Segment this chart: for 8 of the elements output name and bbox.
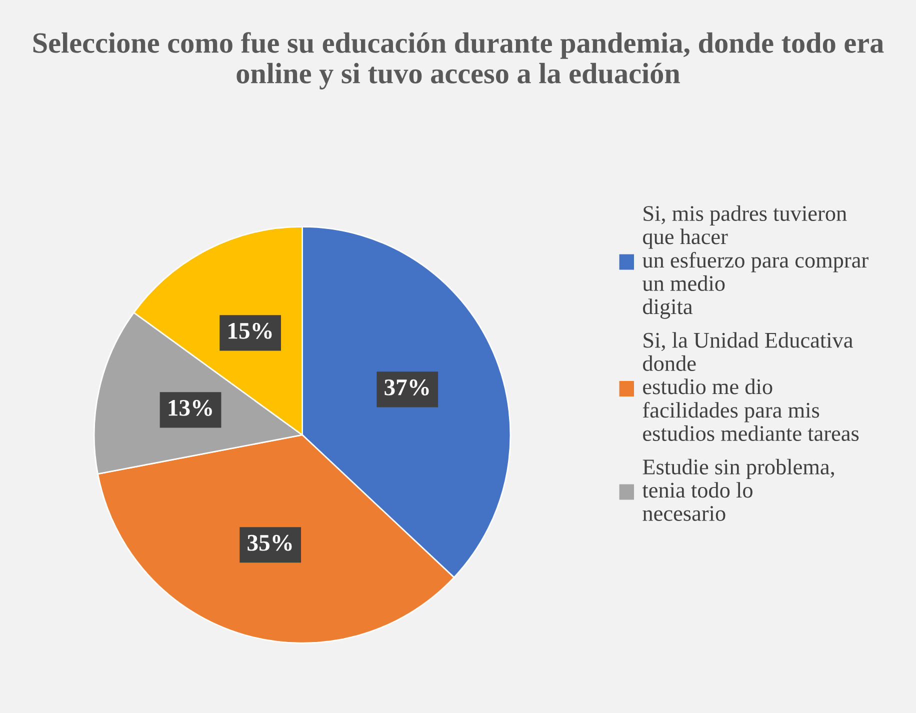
data-label: 15% <box>228 322 272 339</box>
legend-label: Si, mis padres tuvieron que hacer un esfuerzo para comprar un medio digita <box>642 205 868 319</box>
legend-label: Estudie sin problema, tenia todo lo necesario <box>642 458 834 521</box>
legend-label: Si, la Unidad Educativa donde estudio me dio facilidades para mis estudios mediante tareas <box>642 332 859 442</box>
data-label: 37% <box>384 379 429 396</box>
chart-title: Seleccione como fue su educación durante pandemia, donde todo era online y si tuvo acceso a la eduación <box>33 32 884 90</box>
data-label: 35% <box>248 534 292 551</box>
data-label: 13% <box>168 400 212 416</box>
